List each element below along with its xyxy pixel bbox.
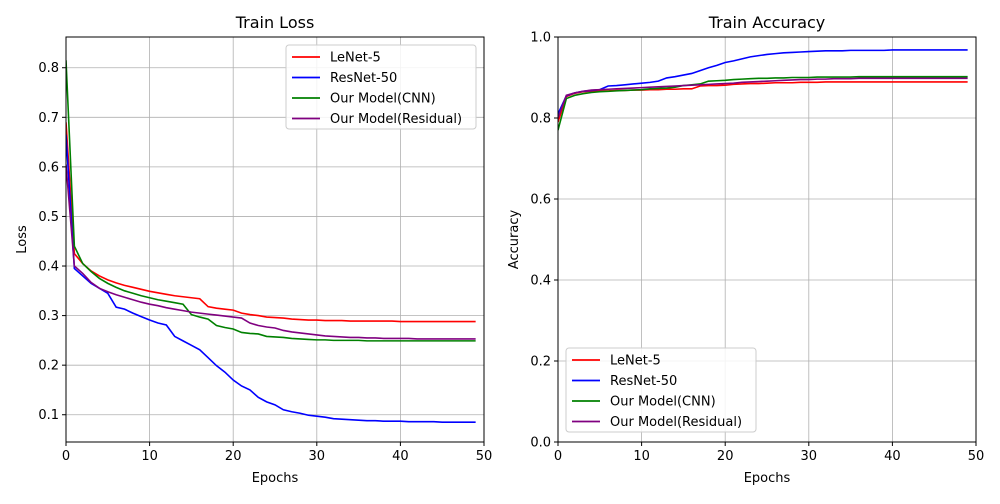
x-tick-label: 10 — [633, 449, 650, 464]
y-tick-label: 1.0 — [530, 31, 551, 46]
legend: LeNet-5 ResNet-50 Our Model(CNN) Our Model(… — [285, 44, 477, 130]
series-line-1 — [66, 122, 476, 323]
y-tick-label: 0.7 — [38, 111, 59, 126]
x-tick-label: 20 — [717, 449, 734, 464]
x-tick-label: 30 — [801, 449, 818, 464]
y-axis-label: Loss — [15, 225, 30, 254]
legend-label: Our Model(CNN) — [610, 395, 716, 410]
legend: LeNet-5 ResNet-50 Our Model(CNN) Our Model(… — [565, 347, 757, 433]
series-line-2 — [558, 49, 968, 115]
y-tick-label: 0.3 — [38, 309, 59, 324]
x-tick-label: 0 — [62, 449, 70, 464]
legend-label: LeNet-5 — [330, 51, 381, 66]
legend-label: LeNet-5 — [610, 354, 661, 369]
y-tick-label: 0.2 — [530, 355, 551, 370]
legend-label: Our Model(Residual) — [610, 415, 742, 430]
plot-frame — [557, 36, 977, 443]
x-axis-label: Epochs — [252, 471, 299, 486]
series-line-2 — [66, 134, 476, 423]
x-axis-label: Epochs — [744, 471, 791, 486]
plot-frame — [65, 36, 485, 443]
y-tick-label: 0.5 — [38, 210, 59, 225]
y-tick-label: 0.0 — [530, 436, 551, 451]
x-tick-label: 30 — [309, 449, 326, 464]
legend-label: ResNet-50 — [610, 374, 677, 389]
series-line-4 — [66, 164, 476, 340]
legend-label: ResNet-50 — [330, 71, 397, 86]
y-tick-label: 0.8 — [38, 61, 59, 76]
series-line-3 — [66, 60, 476, 342]
x-tick-label: 50 — [476, 449, 493, 464]
x-tick-label: 0 — [554, 449, 562, 464]
series-line-4 — [558, 77, 968, 119]
series-line-3 — [558, 75, 968, 131]
chart-title: Train Accuracy — [708, 13, 826, 32]
x-tick-label: 20 — [225, 449, 242, 464]
y-tick-label: 0.6 — [38, 160, 59, 175]
y-tick-label: 0.4 — [38, 260, 59, 275]
y-tick-label: 0.8 — [530, 112, 551, 127]
train-accuracy-panel: 0 10 20 30 40 50 0.0 0.2 0.4 0.6 0.8 1.0 Train Accur… — [507, 13, 984, 486]
x-tick-label: 40 — [392, 449, 409, 464]
chart-title: Train Loss — [235, 13, 315, 32]
train-loss-panel: 0 10 20 30 40 50 0.1 0.2 0.3 0.4 0.5 0.6 0.7 0.8 Train… — [15, 13, 492, 486]
y-tick-label: 0.6 — [530, 193, 551, 208]
legend-label: Our Model(Residual) — [330, 112, 462, 127]
y-tick-label: 0.4 — [530, 274, 551, 289]
y-tick-label: 0.2 — [38, 359, 59, 374]
y-axis-label: Accuracy — [507, 210, 522, 270]
y-tick-label: 0.1 — [38, 408, 59, 423]
legend-label: Our Model(CNN) — [330, 92, 436, 107]
x-tick-label: 40 — [884, 449, 901, 464]
legend-box — [285, 44, 477, 130]
x-tick-label: 10 — [141, 449, 158, 464]
legend-box — [565, 347, 757, 433]
x-tick-label: 50 — [968, 449, 985, 464]
